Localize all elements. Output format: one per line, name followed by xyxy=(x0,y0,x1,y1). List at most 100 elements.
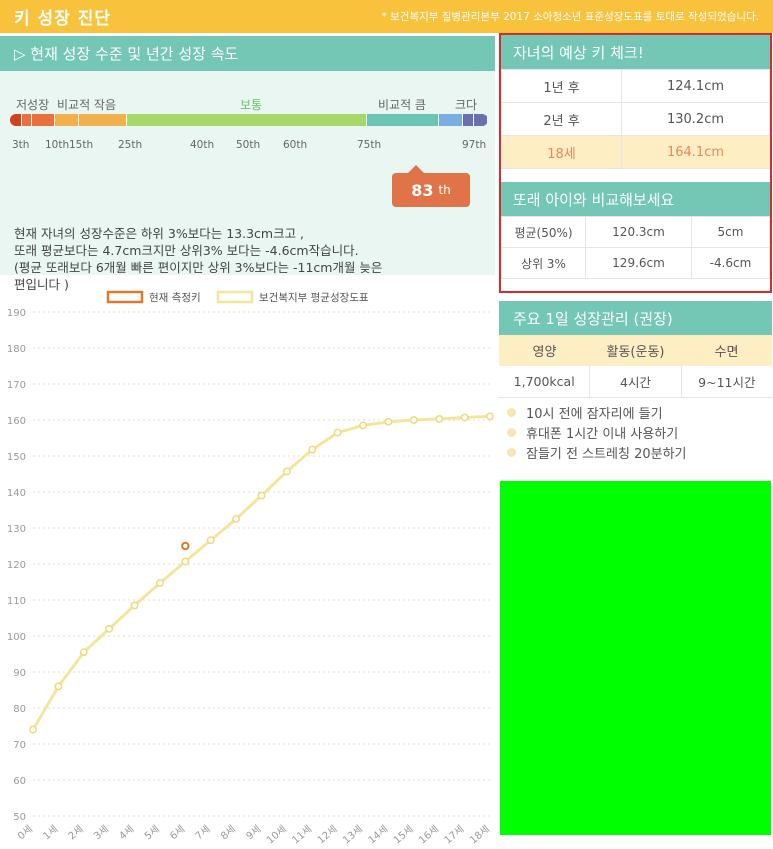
tick-label: 97th xyxy=(462,139,487,151)
y-tick-label: 90 xyxy=(13,668,26,679)
right-panel: 자녀의 예상 키 체크! 1년 후 124.1cm 2년 후 130.2cm 1… xyxy=(499,33,772,466)
x-tick-label: 6세 xyxy=(168,823,188,842)
manage-values: 1,700kcal 4시간 9~11시간 xyxy=(499,366,772,398)
compare-label: 평균(50%) xyxy=(501,216,586,248)
average-point xyxy=(29,725,37,734)
average-point xyxy=(206,536,215,545)
average-point xyxy=(105,624,114,633)
y-tick-label: 160 xyxy=(7,416,26,427)
legend-label-measured: 현재 측정키 xyxy=(149,292,201,304)
manage-box: 주요 1일 성장관리 (권장) 영양 활동(운동) 수면 1,700kcal 4… xyxy=(499,301,772,466)
x-tick-label: 2세 xyxy=(66,823,86,842)
average-point xyxy=(232,515,241,523)
legend-swatch-average xyxy=(216,290,254,304)
table-row: 평균(50%) 120.3cm 5cm xyxy=(501,216,770,248)
predict-title: 자녀의 예상 키 체크! xyxy=(501,35,770,69)
tick-label: 10th xyxy=(45,139,70,151)
predict-label: 1년 후 xyxy=(501,69,622,103)
measured-point xyxy=(181,541,190,551)
table-row: 2년 후 130.2cm xyxy=(501,102,770,136)
bullet-icon xyxy=(507,427,516,437)
manage-val-sleep: 9~11시간 xyxy=(698,375,756,390)
average-series-line xyxy=(31,414,491,731)
bar-segment xyxy=(79,114,127,126)
average-point xyxy=(130,601,139,610)
level-label-small: 비교적 작음 xyxy=(57,98,117,112)
predict-box: 자녀의 예상 키 체크! 1년 후 124.1cm 2년 후 130.2cm 1… xyxy=(499,33,772,293)
tick-label: 3th xyxy=(12,139,30,151)
average-point xyxy=(384,417,393,426)
bar-segment xyxy=(463,114,474,126)
x-tick-label: 12세 xyxy=(315,823,340,845)
bar-segment xyxy=(439,114,463,126)
x-tick-label: 1세 xyxy=(41,823,61,842)
growth-description: 현재 자녀의 성장수준은 하위 3%보다는 13.3cm크고 , 또래 평균보다… xyxy=(14,225,484,293)
list-item: 휴대폰 1시간 이내 사용하기 xyxy=(507,422,764,442)
y-tick-label: 80 xyxy=(13,704,26,715)
x-tick-label: 14세 xyxy=(366,823,391,845)
tick-label: 15th xyxy=(69,139,94,151)
list-item: 잠들기 전 스트레칭 20분하기 xyxy=(507,442,764,462)
bullet-icon xyxy=(507,447,516,457)
legend-swatch-measured xyxy=(106,290,144,304)
x-tick-label: 13세 xyxy=(340,823,365,845)
y-tick-label: 50 xyxy=(13,812,26,823)
predict-label: 2년 후 xyxy=(501,102,622,136)
y-tick-label: 60 xyxy=(13,776,26,787)
average-point xyxy=(54,682,63,691)
percentile-bar xyxy=(10,114,488,126)
bar-segment xyxy=(22,114,32,126)
compare-height: 120.3cm xyxy=(585,216,692,248)
y-tick-label: 170 xyxy=(7,380,26,391)
average-point xyxy=(257,491,266,500)
bar-segment xyxy=(127,114,367,126)
x-tick-label: 7세 xyxy=(193,823,213,842)
tip-text: 휴대폰 1시간 이내 사용하기 xyxy=(526,426,679,442)
compare-diff: 5cm xyxy=(691,216,770,248)
page-header: 키 성장 진단 * 보건복지부 질병관리본부 2017 소아청소년 표준성장도표… xyxy=(0,0,773,33)
x-tick-label: 18세 xyxy=(467,823,492,845)
list-item: 10시 전에 잠자리에 들기 xyxy=(507,402,764,422)
ad-placeholder xyxy=(500,481,771,835)
x-tick-label: 0세 xyxy=(15,823,35,842)
tip-list: 10시 전에 잠자리에 들기 휴대폰 1시간 이내 사용하기 잠들기 전 스트레… xyxy=(499,398,772,466)
level-label-normal: 보통 xyxy=(240,98,263,112)
percentile-value: 83 xyxy=(411,180,434,200)
table-row-highlight: 18세 164.1cm xyxy=(501,135,770,169)
x-tick-label: 9세 xyxy=(244,823,264,842)
tip-text: 10시 전에 잠자리에 들기 xyxy=(526,406,663,422)
x-tick-label: 8세 xyxy=(218,823,238,842)
average-point xyxy=(333,428,342,437)
table-row: 1년 후 124.1cm xyxy=(501,69,770,103)
y-tick-label: 120 xyxy=(7,560,26,571)
average-point xyxy=(79,648,88,657)
average-point xyxy=(155,579,164,588)
bar-segment xyxy=(367,114,439,126)
desc-line: 또래 평균보다는 4.7cm크지만 상위3% 보다는 -4.6cm작습니다. xyxy=(14,243,359,258)
x-tick-label: 5세 xyxy=(142,823,162,842)
manage-title: 주요 1일 성장관리 (권장) xyxy=(499,301,772,335)
table-row: 상위 3% 129.6cm -4.6cm xyxy=(501,247,770,279)
manage-col-activity: 활동(운동) xyxy=(606,345,665,360)
growth-chart: 50 60 70 80 90 100 110 120 130 140 150 160 170 180 190… xyxy=(0,280,495,846)
y-tick-label: 110 xyxy=(7,596,26,607)
tick-label: 40th xyxy=(190,139,215,151)
bar-segment xyxy=(32,114,55,126)
desc-line: 현재 자녀의 성장수준은 하위 3%보다는 13.3cm크고 , xyxy=(14,226,305,241)
average-point xyxy=(460,413,469,422)
predict-value: 124.1cm xyxy=(621,69,770,103)
x-tick-label: 10세 xyxy=(264,823,289,845)
tick-label: 25th xyxy=(118,139,143,151)
bar-segment xyxy=(55,114,79,126)
compare-table: 평균(50%) 120.3cm 5cm 상위 3% 129.6cm -4.6cm xyxy=(501,216,770,279)
average-point xyxy=(308,445,317,454)
percentile-unit: th xyxy=(438,183,451,197)
compare-label: 상위 3% xyxy=(501,247,586,279)
average-point xyxy=(359,421,368,430)
average-point xyxy=(435,414,444,423)
y-tick-label: 130 xyxy=(7,524,26,535)
y-tick-label: 70 xyxy=(13,740,26,751)
percentile-badge: 83 th xyxy=(392,165,470,207)
predict-table: 1년 후 124.1cm 2년 후 130.2cm 18세 164.1cm xyxy=(501,69,770,169)
growth-level-box: 저성장 비교적 작음 보통 비교적 큼 크다 3th 10th 15th 25t… xyxy=(0,71,495,292)
